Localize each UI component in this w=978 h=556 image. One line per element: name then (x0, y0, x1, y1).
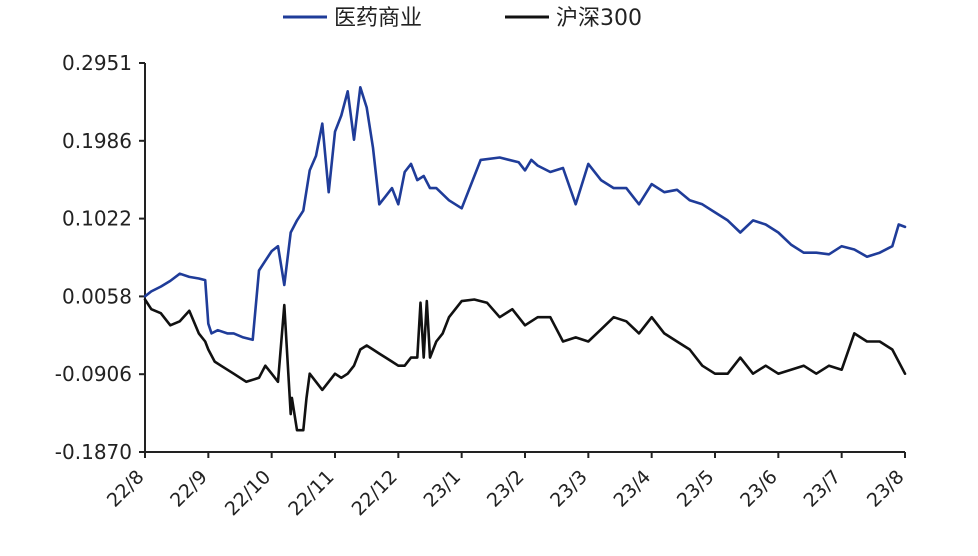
y-tick-label: 0.1986 (62, 129, 132, 153)
y-tick-label: 0.1022 (62, 207, 132, 231)
series-line-0 (143, 86, 907, 342)
x-tick-label: 23/2 (483, 466, 529, 512)
x-tick-label: 23/5 (673, 466, 719, 512)
x-tick-label: 23/8 (863, 466, 909, 512)
x-tick-label: 22/12 (348, 466, 402, 520)
series-line-1 (143, 298, 907, 432)
x-tick-label: 23/4 (609, 466, 655, 512)
x-tick-labels: 22/8 22/9 22/10 22/11 22/12 23/1 23/2 23/3 23/4 2… (103, 452, 909, 520)
legend-label-series-0: 医药商业 (334, 6, 422, 31)
x-tick-label: 22/9 (166, 466, 212, 512)
x-tick-label: 22/8 (103, 466, 149, 512)
x-tick-label: 23/1 (419, 466, 465, 512)
series-layer (143, 86, 907, 432)
x-tick-label: 23/6 (736, 466, 782, 512)
y-tick-label: 0.2951 (62, 51, 132, 75)
y-tick-label: 0.0058 (62, 284, 132, 308)
y-tick-label: -0.1870 (55, 440, 132, 464)
axes (144, 63, 905, 453)
legend: 医药商业 沪深300 (283, 6, 642, 31)
x-tick-label: 23/7 (799, 466, 845, 512)
y-tick-labels: 0.2951 0.1986 0.1022 0.0058 -0.0906 -0.1870 (55, 51, 145, 464)
legend-label-series-1: 沪深300 (556, 6, 642, 31)
x-tick-label: 22/11 (284, 466, 338, 520)
x-tick-label: 23/3 (546, 466, 592, 512)
x-tick-label: 22/10 (221, 466, 275, 520)
y-tick-label: -0.0906 (55, 362, 132, 386)
